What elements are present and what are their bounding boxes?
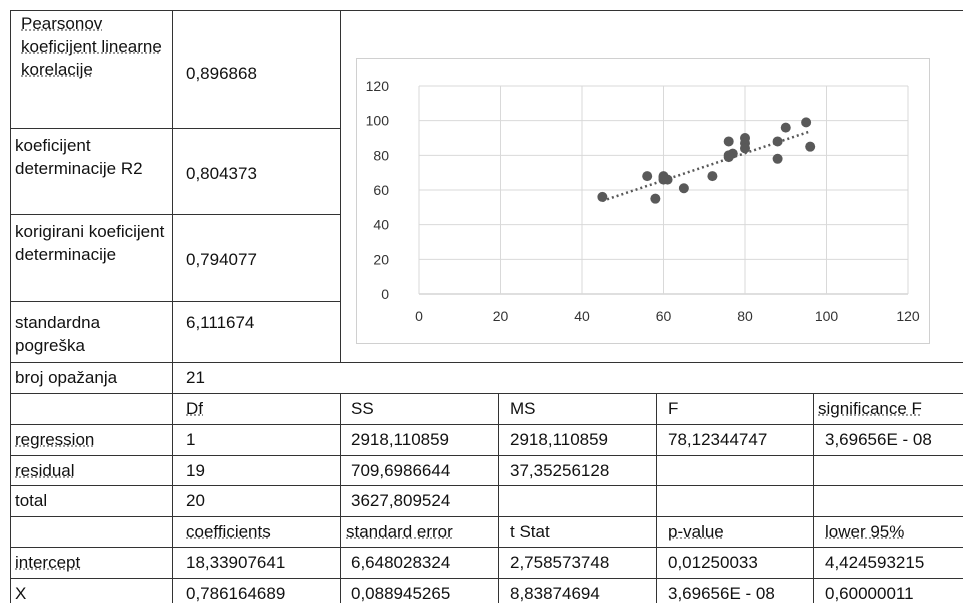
coef-cell: 4,424593215 (825, 553, 925, 572)
stat-value-r2: 0,804373 (186, 164, 257, 183)
coef-cell: 0,60000011 (825, 584, 914, 603)
grid-line (10, 301, 341, 302)
x-tick-label: 0 (415, 308, 423, 324)
stat-label-std-error: standardna pogreška (15, 313, 101, 355)
anova-row-label: residual (15, 461, 75, 480)
x-tick-label: 120 (896, 308, 920, 324)
coef-cell: 3,69656E - 08 (668, 584, 775, 603)
stat-value-adj-r2: 0,794077 (186, 250, 257, 269)
grid-line (10, 578, 963, 579)
coef-row-label: X (15, 584, 27, 603)
grid-line (10, 128, 341, 129)
stat-value-std-error: 6,111674 (186, 313, 255, 332)
anova-header-df: Df (186, 399, 203, 418)
trendline (601, 130, 811, 203)
scatter-point (723, 150, 734, 161)
scatter-point (801, 117, 812, 128)
grid-line (10, 455, 963, 456)
stat-label-adj-r2: korigirani koeficijent determinacije (15, 222, 165, 264)
scatter-point (772, 153, 783, 164)
stat-label-r2: koeficijent determinacije R2 (15, 136, 143, 178)
anova-cell: 709,6986644 (351, 461, 451, 480)
x-tick-label: 60 (656, 308, 672, 324)
scatter-point (658, 172, 669, 183)
grid-line (813, 393, 814, 603)
y-tick-label: 0 (381, 286, 389, 302)
coef-cell: 6,648028324 (351, 553, 451, 572)
x-tick-label: 20 (493, 308, 509, 324)
grid-line (10, 362, 963, 363)
scatter-point (780, 122, 791, 133)
grid-line (10, 393, 963, 394)
grid-line (340, 10, 341, 362)
stat-label-pearson: Pearsonov koeficijent linearne korelacij… (16, 10, 172, 83)
coef-header-coefficients: coefficients (186, 522, 271, 541)
anova-cell: 1 (186, 430, 196, 449)
scatter-point (597, 191, 608, 202)
coef-cell: 0,01250033 (668, 553, 758, 572)
coef-cell: 0,088945265 (351, 584, 451, 603)
grid-line (10, 516, 963, 517)
scatter-point (707, 171, 718, 182)
grid-line (10, 547, 963, 548)
scatter-point (642, 171, 653, 182)
x-tick-label: 40 (574, 308, 590, 324)
coef-row-label: intercept (15, 553, 81, 572)
anova-cell: 3627,809524 (351, 491, 451, 510)
coef-header-pvalue: p-value (668, 522, 724, 541)
grid-line (498, 393, 499, 603)
anova-header-ms: MS (510, 399, 536, 418)
anova-cell: 2918,110859 (351, 430, 450, 449)
anova-header-ss: SS (351, 399, 374, 418)
scatter-point (740, 143, 750, 154)
y-tick-label: 60 (373, 182, 389, 198)
coef-header-lower95: lower 95% (825, 522, 905, 541)
scatter-point (805, 141, 816, 152)
coef-cell: 0,786164689 (186, 584, 286, 603)
scatter-chart-svg: 0 20 40 60 80 100 120 0 20 40 60 80 100 120 (366, 78, 920, 324)
grid-line (340, 393, 341, 603)
coef-header-tstat: t Stat (510, 522, 550, 541)
stat-value-pearson: 0,896868 (186, 64, 257, 83)
y-tick-label: 40 (373, 217, 389, 233)
anova-header-f: F (668, 399, 679, 418)
coef-cell: 8,83874694 (510, 584, 600, 603)
scatter-point (723, 136, 734, 147)
anova-cell: 37,35256128 (510, 461, 610, 480)
grid-line (10, 214, 341, 215)
anova-cell: 3,69656E - 08 (825, 430, 932, 449)
grid-line (10, 10, 963, 11)
y-tick-label: 80 (373, 147, 389, 163)
anova-row-label: regression (15, 430, 95, 449)
grid-line (172, 10, 173, 603)
anova-cell: 2918,110859 (510, 430, 609, 449)
grid-line (10, 424, 963, 425)
y-tick-label: 20 (373, 251, 389, 267)
x-tick-label: 100 (815, 308, 839, 324)
grid-line (10, 10, 11, 603)
anova-cell: 19 (186, 461, 205, 480)
scatter-chart: 0 20 40 60 80 100 120 0 20 40 60 80 100 120 (356, 58, 930, 344)
y-tick-label: 100 (366, 113, 390, 129)
coef-cell: 18,33907641 (186, 553, 286, 572)
coef-header-std-error: standard error (346, 522, 453, 541)
grid-line (656, 393, 657, 603)
scatter-point (772, 136, 783, 147)
anova-cell: 78,12344747 (668, 430, 768, 449)
y-tick-label: 120 (366, 78, 390, 94)
stat-label-text: Pearsonov koeficijent linearne korelacij… (21, 14, 162, 79)
stat-value-observations: 21 (186, 368, 205, 387)
grid-line (10, 485, 963, 486)
anova-row-label: total (15, 491, 48, 510)
x-tick-label: 80 (737, 308, 753, 324)
scatter-point (678, 183, 689, 194)
scatter-point (650, 193, 661, 204)
coef-cell: 2,758573748 (510, 553, 610, 572)
anova-header-sigf: significance F (818, 399, 922, 418)
anova-cell: 20 (186, 491, 205, 510)
stat-label-observations: broj opažanja (15, 368, 118, 387)
